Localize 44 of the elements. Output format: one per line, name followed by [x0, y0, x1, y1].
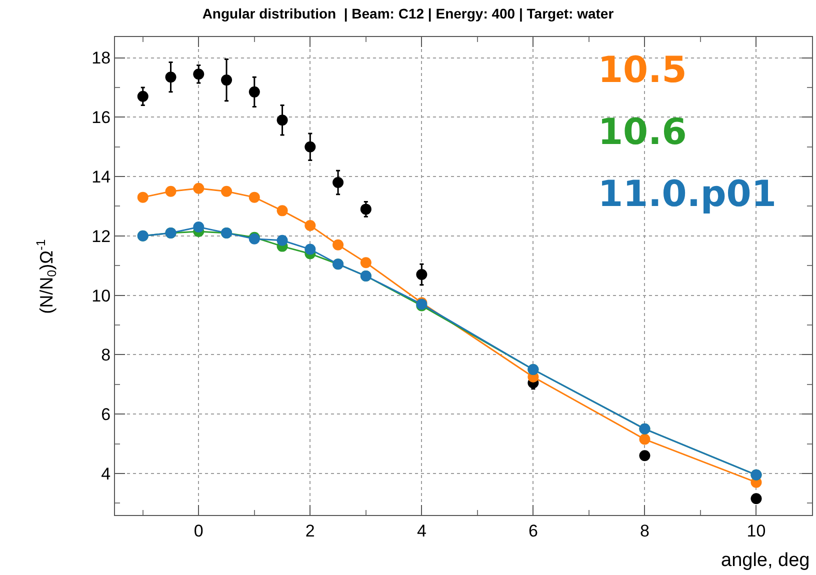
- y-tick-label: 14: [92, 167, 111, 186]
- text: 10.6: [598, 112, 687, 153]
- x-tick-label: 0: [194, 521, 204, 540]
- y-tick-label: 8: [101, 346, 111, 365]
- point: [276, 234, 288, 246]
- point: [332, 176, 344, 188]
- y-tick-label: 16: [92, 108, 111, 128]
- point: [360, 204, 372, 215]
- point: [137, 90, 148, 102]
- y-tick-label: 6: [101, 405, 111, 424]
- point: [276, 114, 288, 126]
- text: 11.0.p01: [598, 174, 776, 215]
- point: [165, 72, 176, 83]
- chart-title: Angular distribution | Beam: C12 | Energy: 400 | Target: water: [202, 5, 614, 22]
- point: [221, 186, 232, 197]
- point: [193, 222, 204, 233]
- text: 10.5: [598, 50, 687, 91]
- point: [360, 257, 372, 268]
- point: [221, 74, 232, 86]
- x-tick-label: 6: [528, 521, 538, 540]
- point: [276, 205, 288, 216]
- y-tick-label: 12: [92, 226, 111, 246]
- x-tick-label: 2: [305, 521, 315, 540]
- y-tick-label: 10: [92, 286, 111, 306]
- point: [137, 192, 148, 203]
- point: [416, 269, 428, 280]
- point: [304, 244, 316, 255]
- point: [750, 493, 762, 504]
- point: [248, 192, 260, 203]
- x-tick-label: 4: [416, 521, 426, 540]
- x-tick-label: 10: [746, 521, 766, 540]
- x-axis-title: angle, deg: [721, 550, 810, 571]
- point: [639, 434, 650, 445]
- point: [165, 186, 176, 197]
- point: [304, 141, 316, 152]
- x-tick-label: 8: [640, 521, 650, 540]
- y-tick-label: 4: [101, 464, 111, 484]
- point: [248, 86, 260, 98]
- y-tick-label: 18: [92, 48, 111, 68]
- point: [193, 68, 204, 80]
- point: [639, 450, 650, 462]
- point: [193, 182, 204, 194]
- point: [332, 239, 344, 250]
- point: [304, 220, 316, 232]
